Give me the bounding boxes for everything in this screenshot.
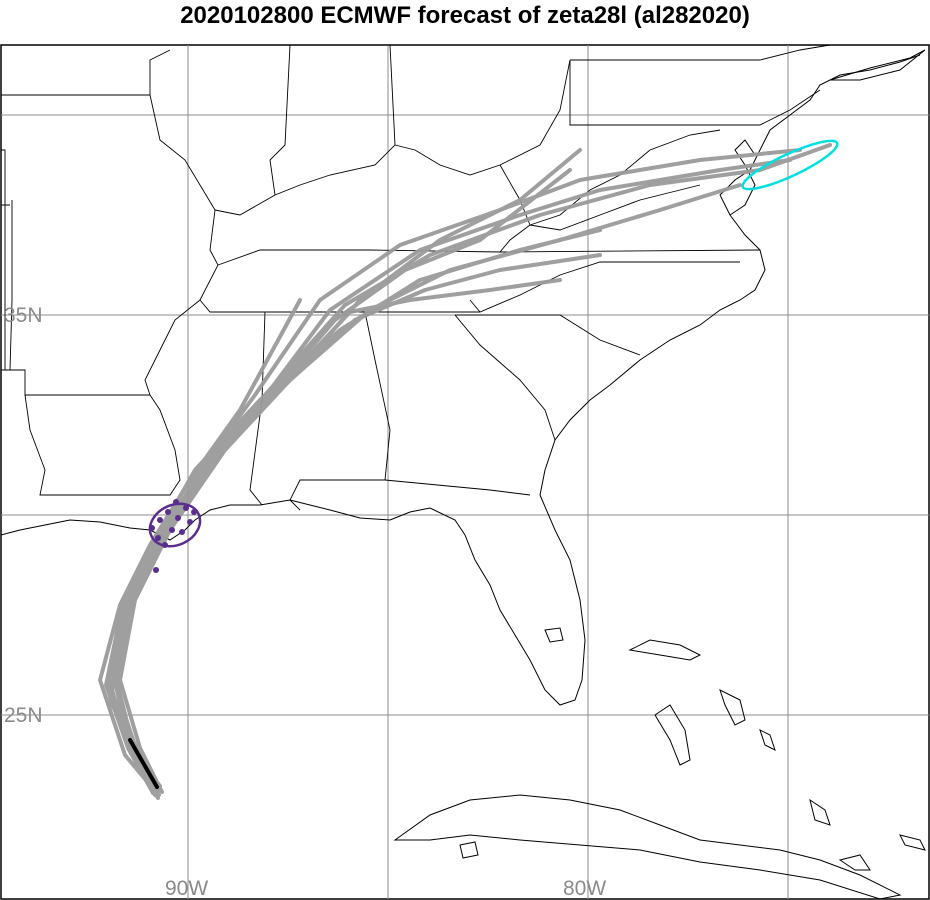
end-cluster	[741, 139, 839, 191]
lon-label-90w: 90W	[165, 877, 208, 900]
landfall-cluster	[148, 499, 202, 573]
member-position	[169, 527, 175, 533]
member-position	[155, 535, 161, 541]
member-position	[153, 567, 159, 573]
member-position	[183, 505, 189, 511]
member-position	[191, 509, 197, 515]
ensemble-track	[114, 168, 572, 797]
member-position	[162, 542, 168, 548]
member-position	[157, 517, 163, 523]
ensemble-tracks	[98, 143, 832, 800]
lon-label-80w: 80W	[563, 877, 606, 900]
lat-label-25n: 25N	[4, 704, 43, 727]
member-position	[165, 509, 171, 515]
member-position	[175, 515, 181, 521]
state-boundaries	[1, 44, 831, 511]
member-position	[149, 525, 155, 531]
landfall-ellipse	[148, 502, 202, 548]
end-ellipse	[741, 139, 839, 191]
ensemble-track	[104, 143, 832, 795]
map-frame	[0, 44, 930, 900]
member-position	[179, 529, 185, 535]
member-position	[173, 499, 179, 505]
member-position	[187, 519, 193, 525]
ensemble-track	[98, 298, 302, 787]
observed-track	[128, 738, 159, 789]
map-title: 2020102800 ECMWF forecast of zeta28l (al…	[180, 2, 750, 29]
lat-label-35n: 35N	[4, 304, 43, 327]
